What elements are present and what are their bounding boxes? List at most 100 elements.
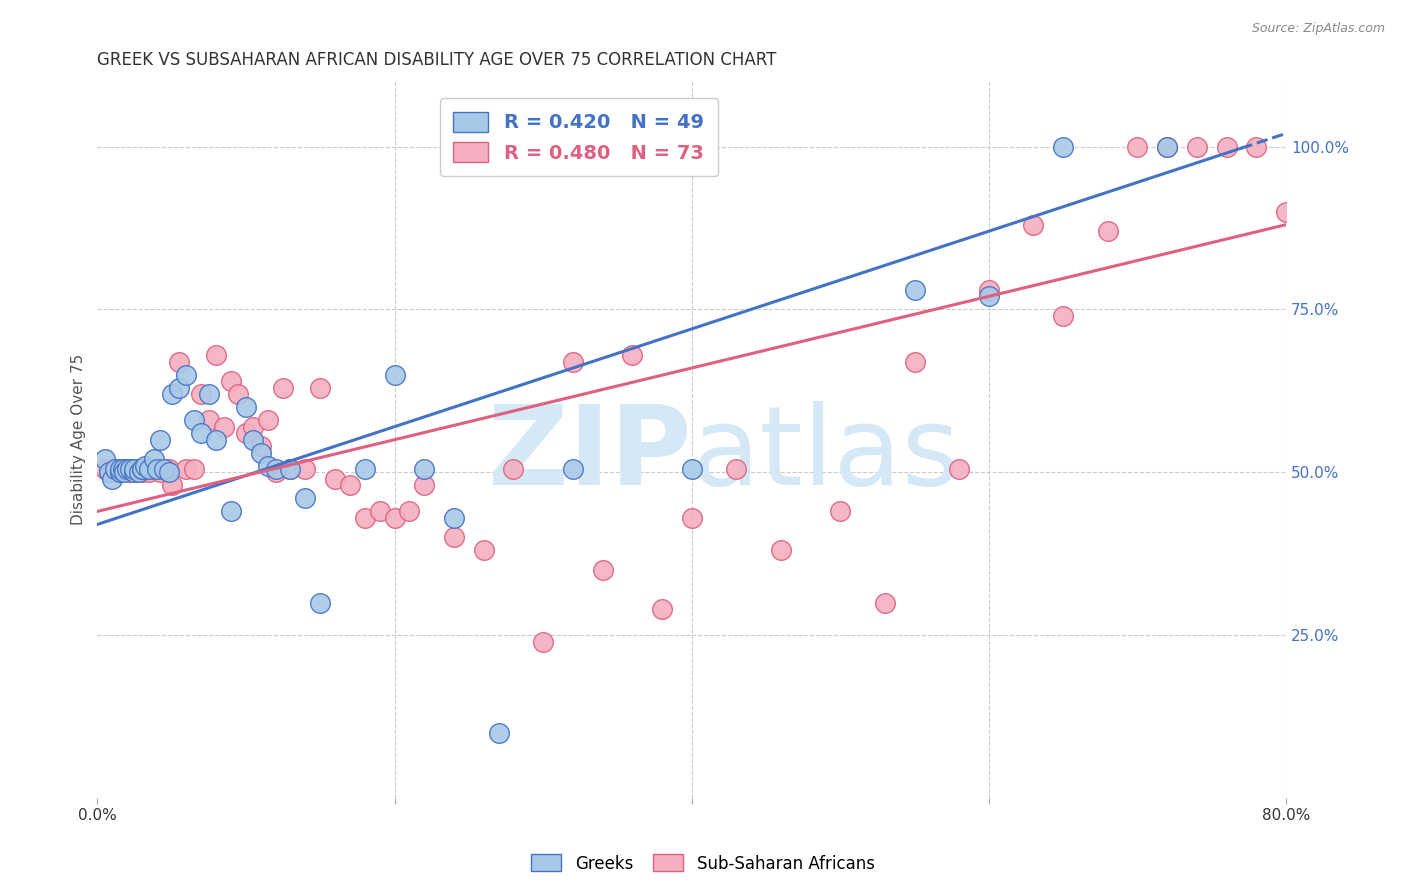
Point — [138, 465, 160, 479]
Point — [115, 462, 138, 476]
Point — [153, 462, 176, 476]
Point — [264, 462, 287, 476]
Point — [488, 726, 510, 740]
Point — [212, 419, 235, 434]
Point — [339, 478, 361, 492]
Point — [176, 462, 198, 476]
Point — [309, 596, 332, 610]
Point — [111, 462, 134, 476]
Point — [134, 462, 156, 476]
Point — [228, 387, 250, 401]
Point — [142, 462, 165, 476]
Point — [257, 413, 280, 427]
Point — [131, 462, 153, 476]
Y-axis label: Disability Age Over 75: Disability Age Over 75 — [72, 354, 86, 525]
Point — [112, 462, 135, 476]
Point — [235, 426, 257, 441]
Point — [353, 462, 375, 476]
Point — [294, 491, 316, 506]
Point — [1052, 309, 1074, 323]
Point — [443, 531, 465, 545]
Point — [146, 462, 169, 476]
Point — [242, 419, 264, 434]
Point — [167, 381, 190, 395]
Point — [280, 462, 302, 476]
Point — [502, 462, 524, 476]
Point — [621, 348, 644, 362]
Point — [183, 462, 205, 476]
Point — [725, 462, 748, 476]
Point — [651, 602, 673, 616]
Point — [115, 462, 138, 476]
Point — [149, 465, 172, 479]
Legend: Greeks, Sub-Saharan Africans: Greeks, Sub-Saharan Africans — [524, 847, 882, 880]
Text: ZIP: ZIP — [488, 401, 692, 508]
Point — [108, 462, 131, 476]
Point — [1156, 139, 1178, 153]
Point — [271, 381, 294, 395]
Point — [153, 462, 176, 476]
Text: GREEK VS SUBSAHARAN AFRICAN DISABILITY AGE OVER 75 CORRELATION CHART: GREEK VS SUBSAHARAN AFRICAN DISABILITY A… — [97, 51, 776, 69]
Point — [1156, 139, 1178, 153]
Point — [769, 543, 792, 558]
Point — [124, 465, 146, 479]
Point — [98, 465, 121, 479]
Point — [903, 354, 925, 368]
Point — [294, 462, 316, 476]
Point — [323, 472, 346, 486]
Point — [142, 452, 165, 467]
Point — [134, 458, 156, 473]
Point — [561, 354, 583, 368]
Point — [190, 387, 212, 401]
Point — [1126, 139, 1149, 153]
Point — [280, 462, 302, 476]
Point — [138, 462, 160, 476]
Point — [531, 634, 554, 648]
Point — [108, 462, 131, 476]
Point — [128, 465, 150, 479]
Point — [384, 511, 406, 525]
Point — [681, 511, 703, 525]
Point — [1097, 224, 1119, 238]
Point — [128, 462, 150, 476]
Point — [398, 504, 420, 518]
Point — [353, 511, 375, 525]
Text: Source: ZipAtlas.com: Source: ZipAtlas.com — [1251, 22, 1385, 36]
Point — [1022, 218, 1045, 232]
Point — [235, 400, 257, 414]
Point — [830, 504, 852, 518]
Point — [681, 462, 703, 476]
Point — [183, 413, 205, 427]
Point — [1305, 139, 1327, 153]
Point — [157, 462, 180, 476]
Point — [977, 283, 1000, 297]
Point — [205, 433, 228, 447]
Point — [160, 478, 183, 492]
Point — [131, 462, 153, 476]
Point — [131, 465, 153, 479]
Point — [249, 446, 271, 460]
Point — [264, 465, 287, 479]
Point — [249, 439, 271, 453]
Point — [124, 462, 146, 476]
Point — [101, 462, 124, 476]
Point — [873, 596, 896, 610]
Point — [108, 465, 131, 479]
Point — [197, 387, 219, 401]
Point — [124, 465, 146, 479]
Point — [101, 472, 124, 486]
Point — [167, 354, 190, 368]
Point — [160, 387, 183, 401]
Point — [1275, 204, 1298, 219]
Point — [1052, 139, 1074, 153]
Point — [104, 462, 127, 476]
Point — [413, 478, 436, 492]
Point — [443, 511, 465, 525]
Point — [977, 289, 1000, 303]
Point — [219, 374, 242, 388]
Point — [131, 462, 153, 476]
Point — [1185, 139, 1208, 153]
Point — [94, 452, 117, 467]
Point — [94, 462, 117, 476]
Point — [197, 413, 219, 427]
